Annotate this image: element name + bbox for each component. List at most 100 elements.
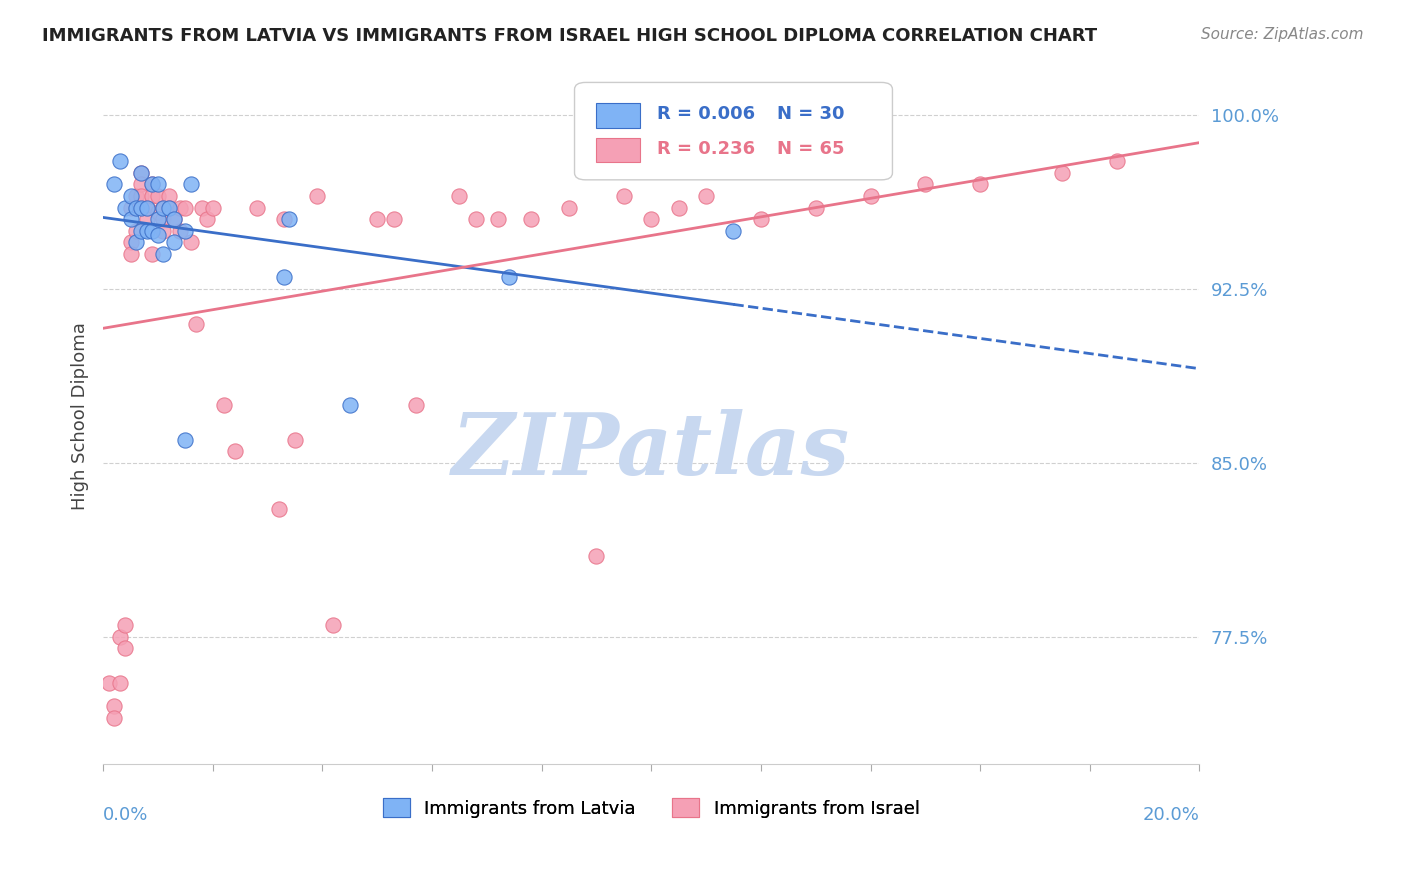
Point [108, 630, 131, 644]
Point [146, 205, 169, 219]
Point [141, 178, 163, 192]
Text: ZIPatlas: ZIPatlas [453, 409, 851, 493]
Point [152, 201, 174, 215]
Legend: Immigrants from Latvia, Immigrants from Israel: Immigrants from Latvia, Immigrants from … [375, 791, 927, 825]
Point [131, 166, 153, 180]
Text: N = 65: N = 65 [778, 139, 845, 158]
Point [97, 676, 120, 690]
Point [136, 224, 159, 238]
Point [246, 201, 269, 215]
Point [157, 201, 180, 215]
Point [120, 212, 142, 227]
Point [163, 235, 186, 250]
Point [668, 201, 690, 215]
Point [695, 189, 717, 203]
Point [136, 212, 159, 227]
Point [278, 212, 301, 227]
Point [131, 189, 153, 203]
Point [169, 201, 191, 215]
Text: N = 30: N = 30 [778, 104, 845, 123]
Point [224, 444, 246, 458]
Point [1052, 166, 1074, 180]
Point [136, 201, 159, 215]
Point [131, 224, 153, 238]
Point [120, 189, 142, 203]
Point [449, 189, 471, 203]
Point [339, 398, 361, 412]
Point [141, 178, 163, 192]
Point [201, 201, 224, 215]
Point [152, 212, 174, 227]
Point [212, 398, 235, 412]
Point [969, 178, 991, 192]
Point [103, 699, 125, 714]
Point [120, 235, 142, 250]
Point [131, 201, 153, 215]
FancyBboxPatch shape [575, 82, 893, 180]
Point [180, 178, 202, 192]
Point [382, 212, 405, 227]
Point [1107, 154, 1129, 169]
Point [114, 641, 136, 656]
Text: IMMIGRANTS FROM LATVIA VS IMMIGRANTS FROM ISRAEL HIGH SCHOOL DIPLOMA CORRELATION: IMMIGRANTS FROM LATVIA VS IMMIGRANTS FRO… [42, 27, 1097, 45]
Point [585, 549, 607, 563]
Point [157, 189, 180, 203]
Point [191, 201, 214, 215]
Point [305, 189, 328, 203]
Point [195, 212, 218, 227]
Point [405, 398, 427, 412]
Point [108, 676, 131, 690]
Point [498, 270, 520, 285]
Point [152, 201, 174, 215]
FancyBboxPatch shape [596, 138, 640, 162]
Point [169, 224, 191, 238]
Point [174, 201, 197, 215]
Point [749, 212, 772, 227]
Point [558, 201, 581, 215]
Point [125, 201, 148, 215]
Point [146, 189, 169, 203]
Point [186, 317, 208, 331]
Point [180, 235, 202, 250]
Point [120, 201, 142, 215]
Point [136, 201, 159, 215]
Point [141, 247, 163, 261]
Point [859, 189, 882, 203]
Point [125, 235, 148, 250]
Point [152, 247, 174, 261]
Point [464, 212, 486, 227]
FancyBboxPatch shape [596, 103, 640, 128]
Point [152, 224, 174, 238]
Point [163, 212, 186, 227]
Text: 0.0%: 0.0% [103, 806, 149, 824]
Point [103, 178, 125, 192]
Point [486, 212, 509, 227]
Point [640, 212, 662, 227]
Point [174, 433, 197, 447]
Point [322, 618, 344, 632]
Text: 20.0%: 20.0% [1143, 806, 1199, 824]
Text: R = 0.006: R = 0.006 [657, 104, 755, 123]
Point [914, 178, 936, 192]
Point [146, 228, 169, 243]
Point [146, 178, 169, 192]
Point [141, 189, 163, 203]
Text: R = 0.236: R = 0.236 [657, 139, 755, 158]
Point [273, 270, 295, 285]
Point [723, 224, 745, 238]
Point [141, 224, 163, 238]
Point [519, 212, 541, 227]
Point [103, 711, 125, 725]
Point [131, 166, 153, 180]
Point [125, 201, 148, 215]
Point [174, 224, 197, 238]
Point [157, 201, 180, 215]
Text: Source: ZipAtlas.com: Source: ZipAtlas.com [1201, 27, 1364, 42]
Point [366, 212, 388, 227]
Point [284, 433, 307, 447]
Point [267, 502, 290, 516]
Point [114, 618, 136, 632]
Point [108, 154, 131, 169]
Point [125, 224, 148, 238]
Y-axis label: High School Diploma: High School Diploma [72, 322, 89, 510]
